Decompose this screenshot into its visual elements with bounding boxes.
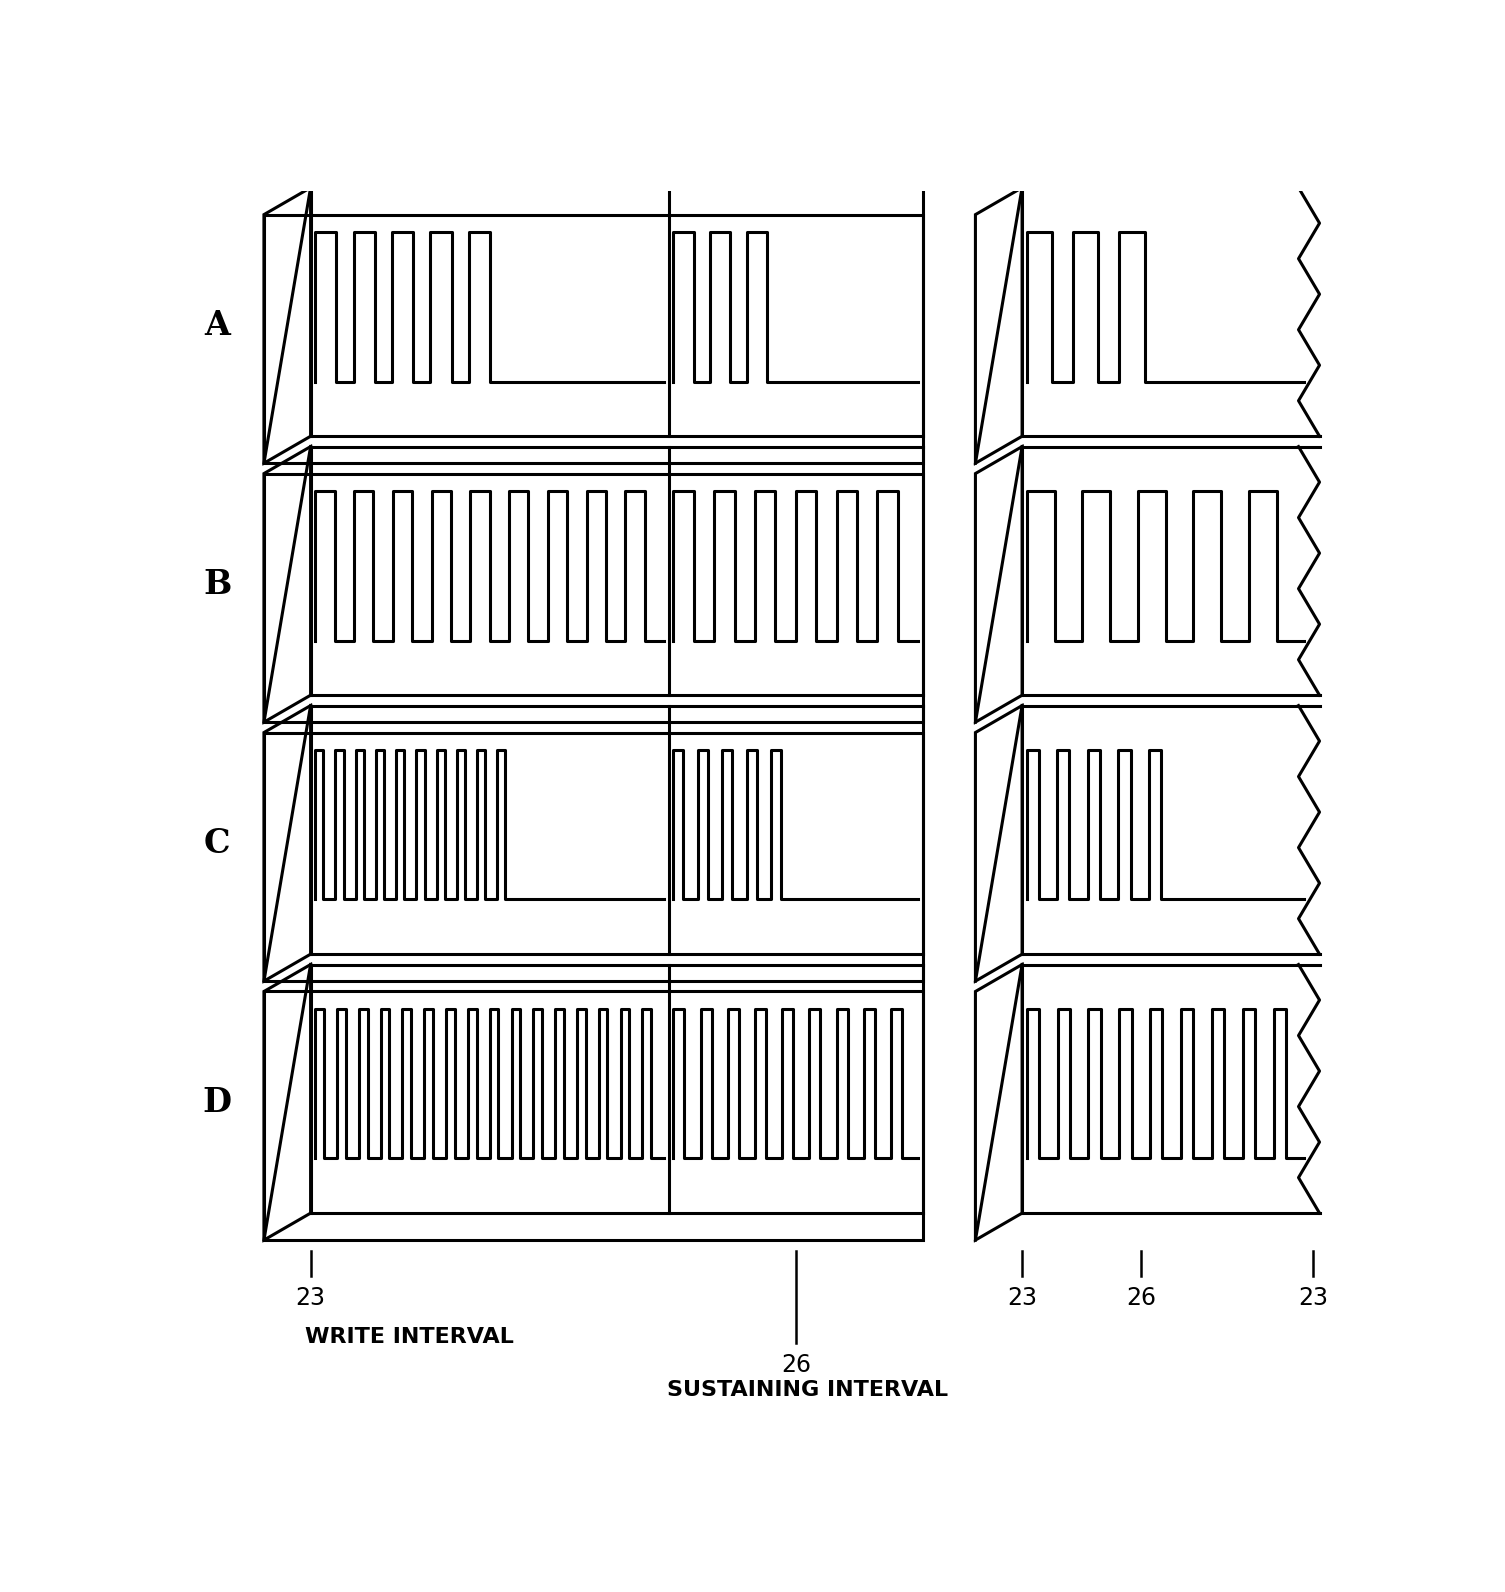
Text: C: C xyxy=(205,826,230,860)
Text: 23: 23 xyxy=(295,1286,325,1310)
Text: SUSTAINING INTERVAL: SUSTAINING INTERVAL xyxy=(667,1380,948,1399)
Text: A: A xyxy=(205,309,230,342)
Text: WRITE INTERVAL: WRITE INTERVAL xyxy=(304,1328,513,1347)
Text: 23: 23 xyxy=(1007,1286,1037,1310)
Text: D: D xyxy=(203,1086,232,1119)
Text: B: B xyxy=(203,568,232,600)
Text: 26: 26 xyxy=(1126,1286,1156,1310)
Text: 23: 23 xyxy=(1299,1286,1329,1310)
Text: 26: 26 xyxy=(781,1353,811,1377)
